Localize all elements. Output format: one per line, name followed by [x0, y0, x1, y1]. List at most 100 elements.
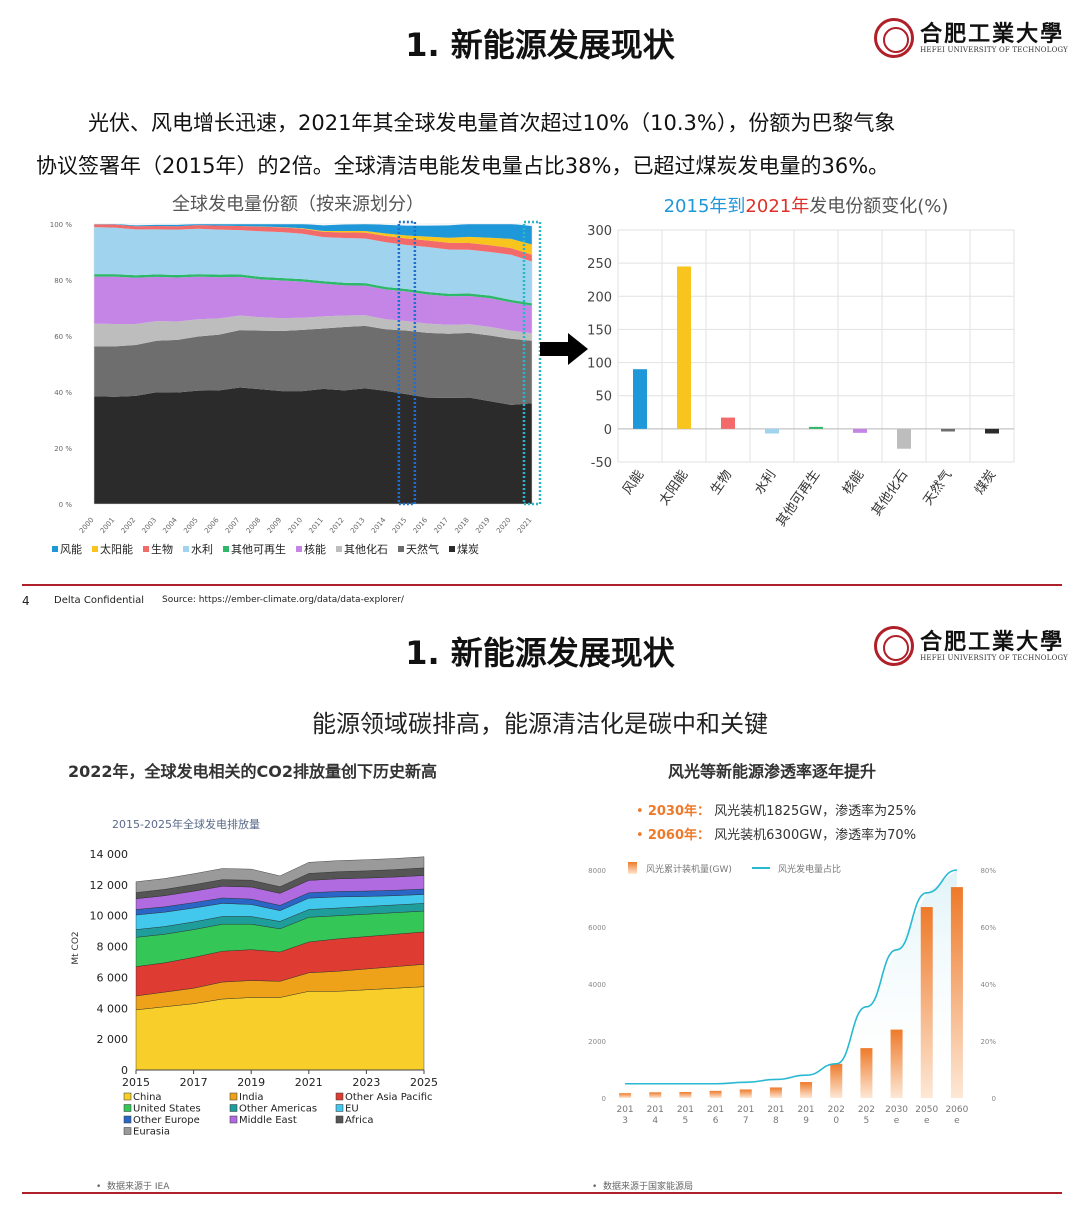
legend-swatch-Other Americas	[229, 1104, 238, 1112]
y-tick-label: 0	[604, 423, 612, 438]
x-tick-label: 2050 e	[915, 1105, 938, 1126]
x-tick-label-part: 202	[858, 1105, 875, 1115]
highlight-box-2015	[397, 220, 417, 506]
legend-label-bar: 风光累计装机量(GW)	[646, 863, 732, 875]
legend-label-Middle East: Middle East	[239, 1115, 297, 1126]
legend-label-China: China	[133, 1092, 162, 1103]
legend-swatch-Eurasia	[123, 1127, 132, 1135]
y-right-tick-label: 0	[992, 1095, 996, 1103]
university-seal-icon	[874, 18, 915, 58]
right-heading: 风光等新能源渗透率逐年提升	[668, 762, 877, 781]
bullet-dot-icon: •	[592, 1182, 598, 1192]
bullet-dot-icon: •	[636, 828, 644, 843]
area-series-其他可再生	[94, 274, 532, 306]
bullet-2060-text: 风光装机6300GW，渗透率为70%	[714, 828, 917, 843]
y-right-tick-label: 60%	[980, 924, 996, 932]
y-right-tick-label: 80%	[980, 867, 996, 875]
x-tick-label: 2060 e	[945, 1105, 968, 1126]
y-right-tick-label: 20%	[980, 1038, 996, 1046]
legend-swatch-生物	[143, 546, 149, 552]
area-series-天然气	[94, 325, 532, 405]
line-penetration	[625, 869, 958, 1085]
area-series-生物	[94, 224, 532, 262]
left-heading: 2022年，全球发电相关的CO2排放量创下历史新高	[68, 762, 438, 781]
x-tick-label-part: 201	[797, 1105, 814, 1115]
x-tick-label-part: 9	[803, 1116, 809, 1126]
x-tick-label-part: 201	[647, 1105, 664, 1115]
legend-swatch-bar	[628, 862, 637, 874]
chart-title: 2015年到2021年发电份额变化(%)	[664, 196, 949, 217]
x-tick-label: 2021	[516, 516, 534, 535]
bullet-dot-icon: •	[96, 1182, 102, 1192]
y-left-tick-label: 6000	[588, 924, 606, 932]
left-source: • 数据来源于 IEA	[96, 1179, 169, 1192]
bar-煤炭	[985, 428, 999, 434]
arrow-right-icon	[540, 333, 588, 365]
legend-swatch-India	[229, 1092, 238, 1101]
title-part-a: 2015年到	[664, 196, 746, 217]
x-tick-label: 生物	[708, 468, 735, 498]
bar-太阳能	[677, 266, 691, 429]
bullet-2060: • 2060年： 风光装机6300GW，渗透率为70%	[636, 824, 916, 843]
bar-installed-capacity	[920, 907, 933, 1098]
legend-swatch-风能	[52, 546, 58, 552]
y-left-tick-label: 4000	[588, 981, 606, 989]
x-tick-label-part: 3	[622, 1116, 628, 1126]
y-left-tick-label: 0	[602, 1095, 606, 1103]
y-tick-label: 12 000	[90, 879, 129, 892]
x-tick-label: 2004	[161, 516, 179, 535]
university-seal-icon	[874, 626, 915, 666]
x-tick-label-part: 5	[864, 1116, 870, 1126]
x-tick-label: 2002	[120, 516, 138, 535]
y-tick-label: 150	[587, 323, 612, 338]
legend-label-核能: 核能	[304, 542, 326, 556]
legend-label-Other Asia Pacific: Other Asia Pacific	[345, 1092, 433, 1103]
page-number: 4	[22, 594, 30, 608]
y-tick-label: 100	[587, 357, 612, 372]
x-tick-label-part: 5	[683, 1116, 689, 1126]
legend-swatch-其他可再生	[223, 546, 229, 552]
x-tick-label: 2015	[122, 1076, 150, 1089]
confidential-label: Delta Confidential	[54, 595, 145, 606]
x-tick-label: 2015	[391, 516, 409, 535]
bullet-dot-icon: •	[636, 804, 644, 819]
legend-label-生物: 生物	[151, 542, 173, 556]
bar-installed-capacity	[769, 1087, 782, 1098]
x-tick-label: 2030 e	[885, 1105, 908, 1126]
logo-english-name: HEFEI UNIVERSITY OF TECHNOLOGY	[920, 46, 1068, 54]
x-tick-label: 其他化石	[869, 468, 911, 519]
logo-chinese-name: 合肥工業大學	[920, 629, 1065, 655]
intro-line-1: 光伏、风电增长迅速，2021年其全球发电量首次超过10%（10.3%），份额为巴…	[88, 111, 896, 135]
y-tick-label: 8 000	[97, 941, 129, 954]
bar-核能	[853, 428, 867, 433]
x-tick-label: 2025	[410, 1076, 438, 1089]
co2-emission-area-chart: 2015-2025年全球发电排放量 Mt CO2 0 2 000 4 000 6 000 8…	[71, 817, 438, 1138]
bar-installed-capacity	[709, 1090, 722, 1098]
legend-swatch-其他化石	[336, 546, 342, 552]
legend-label-Other Europe: Other Europe	[133, 1115, 200, 1126]
x-tick-label: 2005	[182, 516, 200, 535]
x-tick-label-part: 6	[713, 1116, 719, 1126]
y-tick-label: 0	[121, 1064, 128, 1077]
y-tick-label: 80 %	[54, 277, 72, 285]
x-tick-label: 2003	[141, 516, 159, 535]
legend-swatch-核能	[296, 546, 302, 552]
area-series-Eurasia	[135, 856, 425, 893]
x-tick-label: 天然气	[920, 467, 955, 508]
bar-installed-capacity	[950, 887, 963, 1098]
x-tick-label: 2014	[370, 516, 388, 535]
x-tick-label: 2001	[99, 516, 117, 535]
bullet-2030: • 2030年： 风光装机1825GW，渗透率为25%	[636, 800, 916, 819]
x-tick-label: 2020	[495, 516, 513, 535]
y-axis-label: Mt CO2	[71, 931, 81, 964]
intro-line-2: 协议签署年（2015年）的2倍。全球清洁电能发电量占比38%，已超过煤炭发电量的…	[36, 154, 890, 178]
legend-label-太阳能: 太阳能	[100, 542, 133, 556]
bar-其他化石	[897, 428, 911, 449]
x-tick-label-part: 201	[737, 1105, 754, 1115]
x-tick-label-part: 201	[767, 1105, 784, 1115]
